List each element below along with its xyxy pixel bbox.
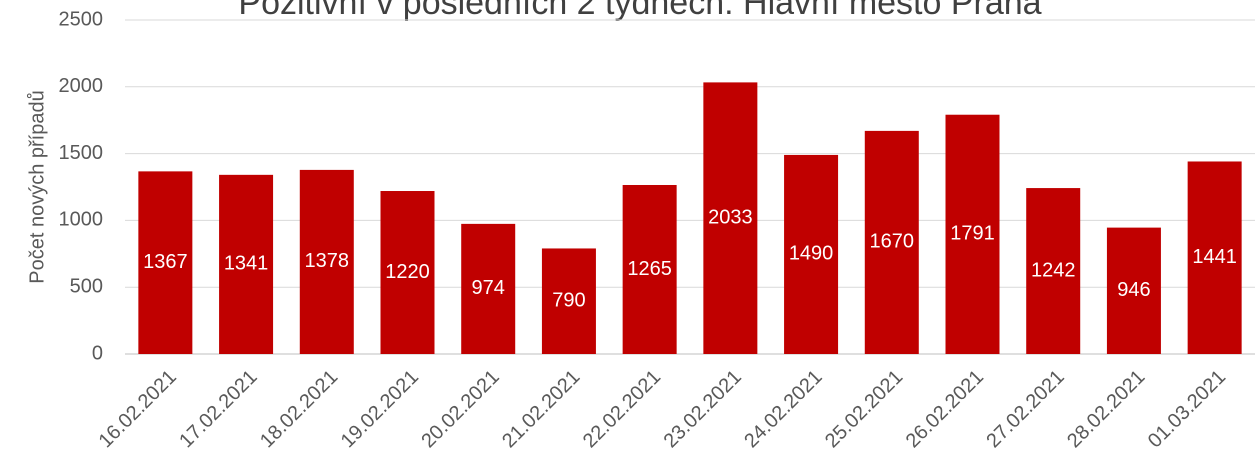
chart-title: Pozitivní v posledních 2 týdnech: Hlavní… [238,0,1041,22]
data-label: 790 [552,290,585,312]
x-tick-label: 21.02.2021 [498,366,584,452]
data-label: 1490 [789,243,834,265]
data-label: 1378 [305,250,350,272]
x-tick-label: 17.02.2021 [175,366,261,452]
y-tick-label: 1000 [59,209,104,231]
bar [380,191,435,354]
x-tick-label: 22.02.2021 [579,366,665,452]
bar [138,171,193,354]
data-label: 1367 [143,251,188,273]
x-tick-label: 25.02.2021 [821,366,907,452]
x-tick-label: 28.02.2021 [1063,366,1149,452]
bar [541,248,596,354]
x-tick-label: 19.02.2021 [337,366,423,452]
data-label: 1242 [1031,259,1076,281]
data-label: 974 [472,277,505,299]
data-label: 2033 [708,206,753,228]
x-tick-label: 24.02.2021 [740,366,826,452]
bar [945,114,1000,354]
y-tick-label: 1500 [59,142,104,164]
bar [299,169,354,354]
bar [219,174,274,354]
data-label: 1441 [1192,246,1237,268]
x-tick-label: 18.02.2021 [256,366,342,452]
bar [784,154,839,354]
bar [1187,161,1242,354]
x-tick-label: 27.02.2021 [982,366,1068,452]
data-label: 1791 [950,223,995,245]
x-tick-label: 26.02.2021 [902,366,988,452]
bar [1026,188,1081,354]
x-tick-label: 20.02.2021 [417,366,503,452]
y-tick-label: 500 [70,275,103,297]
data-label: 1220 [385,261,430,283]
y-tick-label: 2500 [59,8,104,30]
x-tick-label: 23.02.2021 [660,366,746,452]
bar [461,223,516,354]
bar [1106,227,1161,354]
data-label: 1341 [224,253,269,275]
y-tick-label: 2000 [59,75,104,97]
y-axis-title: Počet nových případů [26,90,48,283]
data-label: 1670 [870,231,915,253]
bar [622,184,677,354]
bar [864,130,919,354]
bar [703,82,758,354]
y-tick-label: 0 [92,342,103,364]
data-label: 946 [1117,279,1150,301]
x-tick-label: 16.02.2021 [95,366,181,452]
x-tick-label: 01.03.2021 [1144,366,1230,452]
data-label: 1265 [627,258,672,280]
